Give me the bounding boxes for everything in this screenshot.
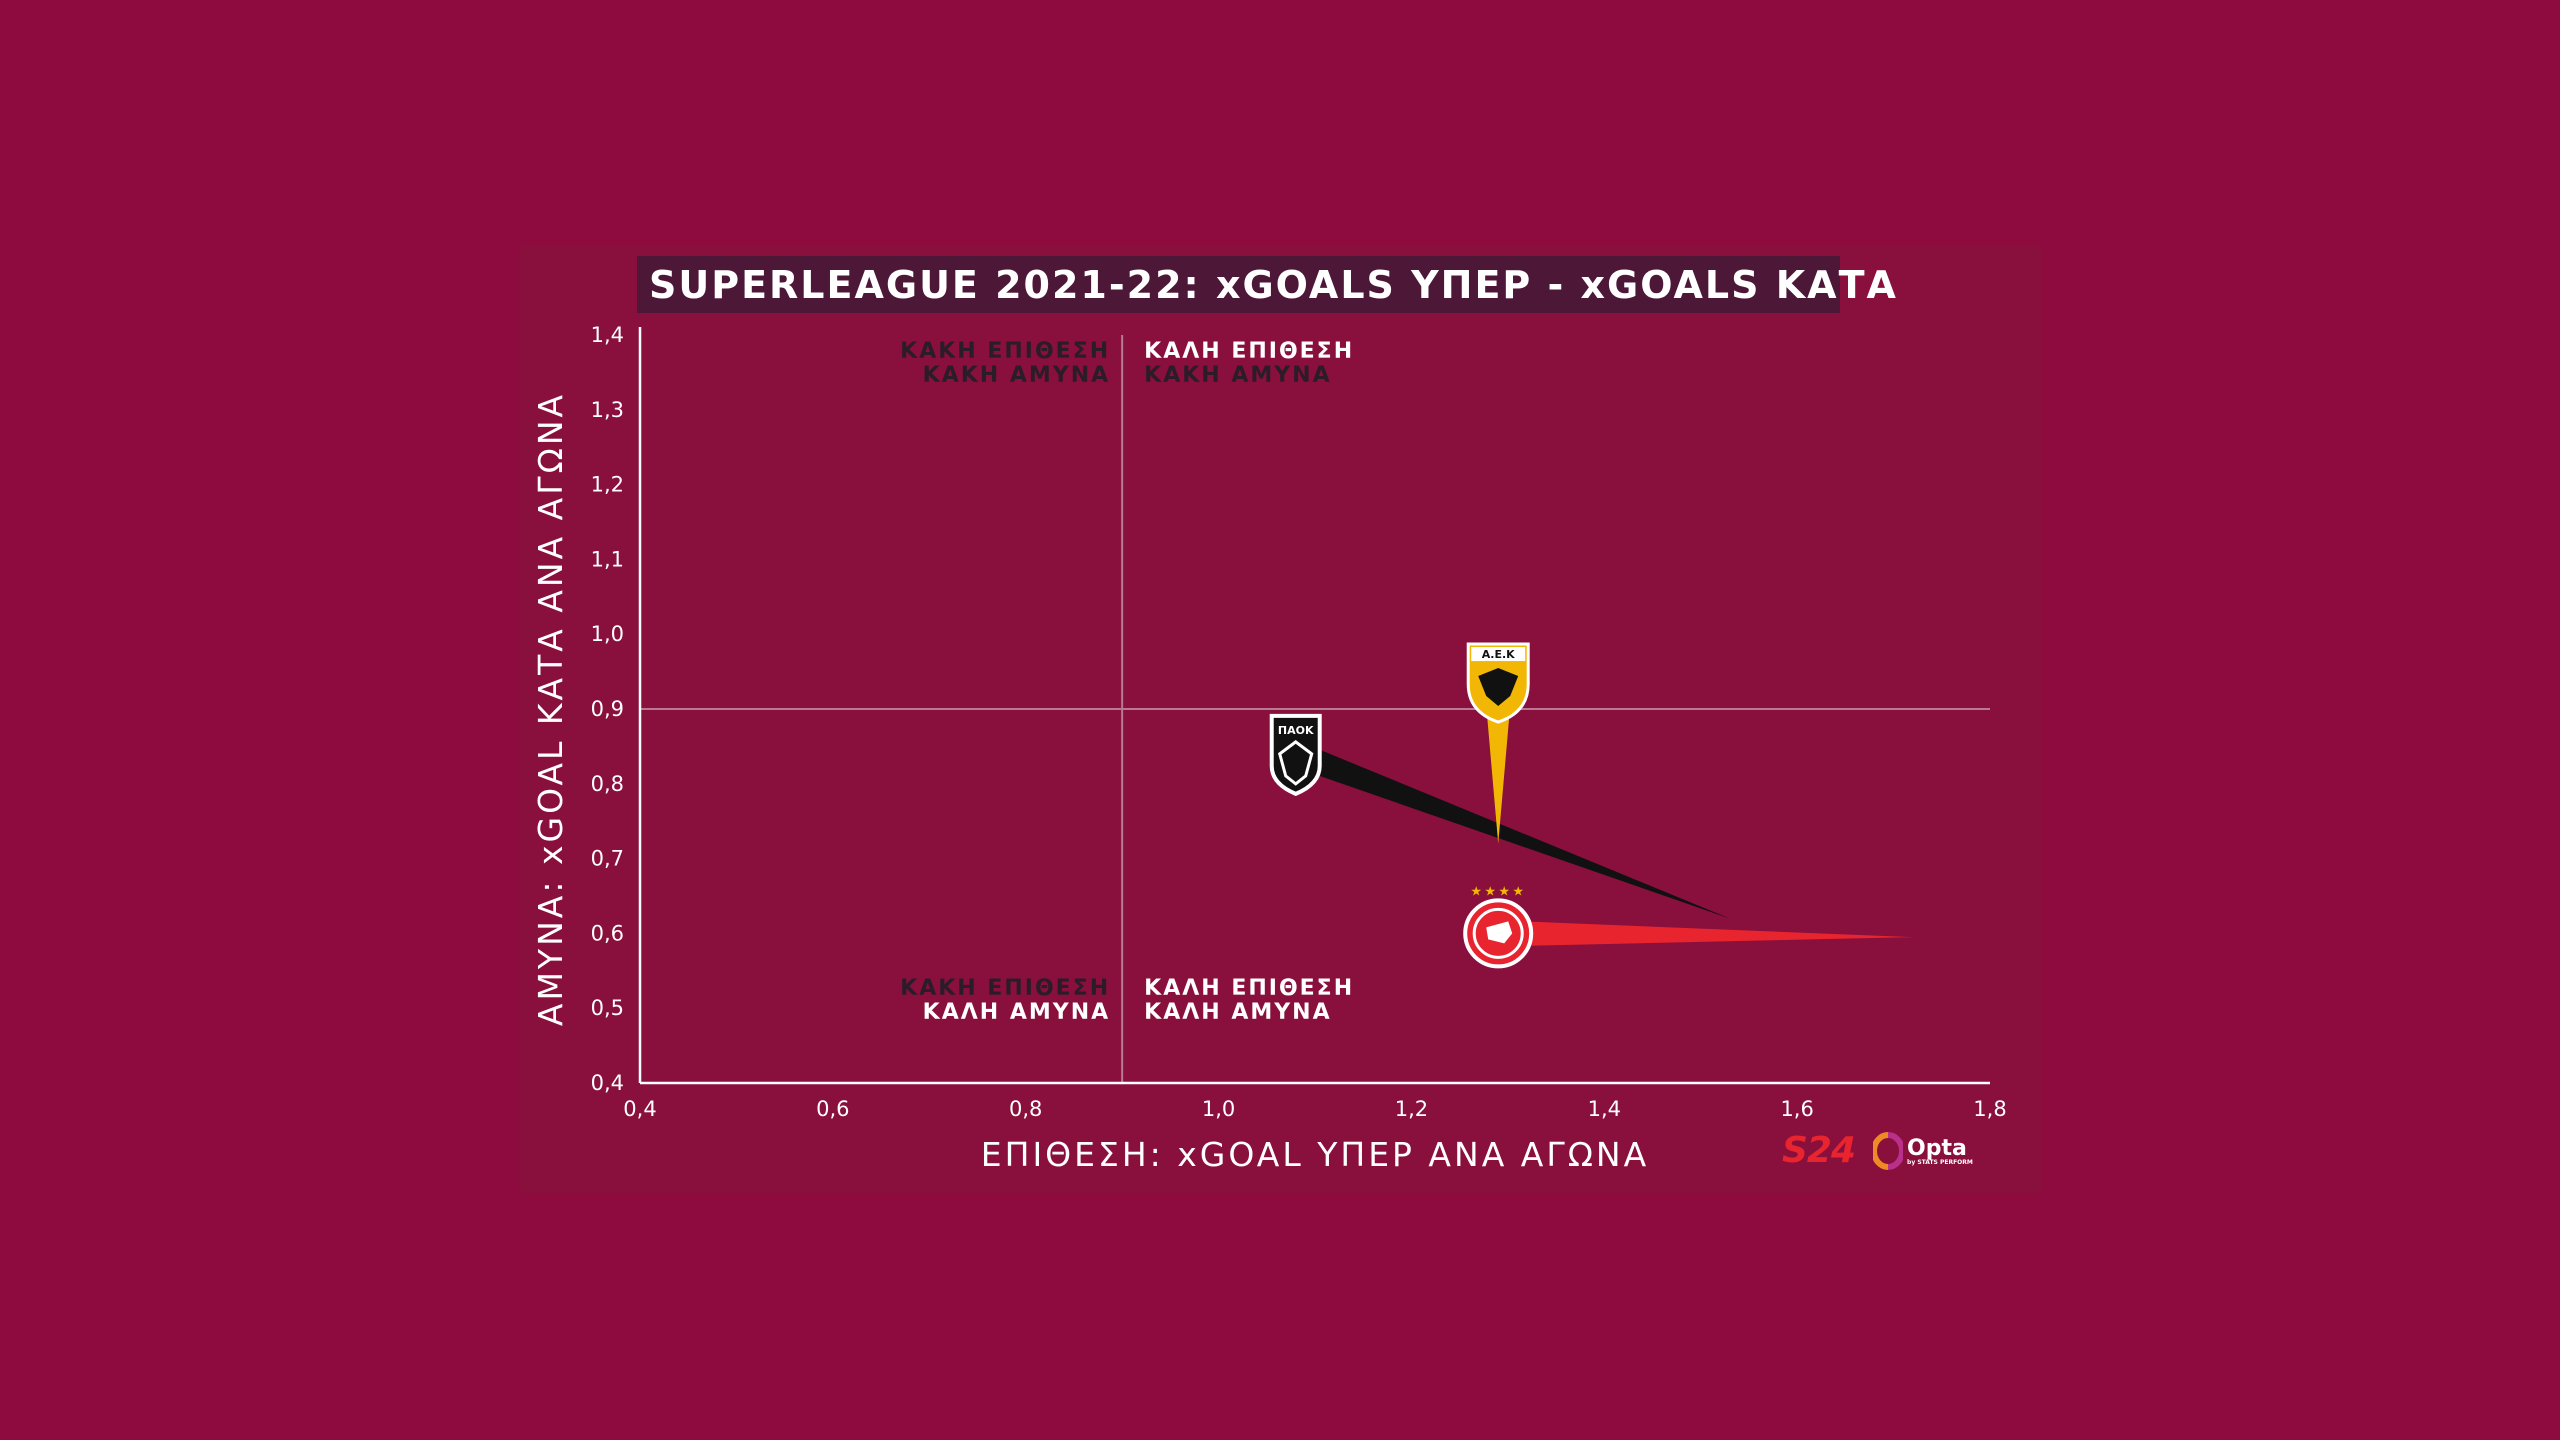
paok-eagle-mark — [1277, 740, 1314, 786]
y-tick-label: 1,1 — [591, 547, 624, 571]
y-tick-label: 1,3 — [591, 398, 624, 422]
quadrant-label-bottom-right: ΚΑΛΗ ΕΠΙΘΕΣΗ — [1144, 976, 1354, 1001]
aek-point: Α.Ε.Κ — [1466, 642, 1530, 724]
y-tick-label: 1,2 — [591, 473, 624, 497]
y-tick-label: 0,9 — [591, 697, 624, 721]
opta-wordmark: Opta — [1907, 1135, 1967, 1161]
y-tick-label: 0,5 — [591, 996, 624, 1020]
quadrant-label-bottom-left: ΚΑΚΗ ΕΠΙΘΕΣΗ — [900, 976, 1110, 1001]
x-tick-label: 0,4 — [623, 1097, 656, 1121]
s24-logo: S24 — [1782, 1130, 1856, 1171]
star-icon: ★ — [1498, 884, 1510, 899]
aek-badge-text: Α.Ε.Κ — [1482, 648, 1515, 661]
y-tick-label: 0,7 — [591, 847, 624, 871]
tail-olympiacos — [1498, 920, 1913, 947]
quadrant-label-bottom-left: ΚΑΛΗ ΑΜΥΝΑ — [923, 1000, 1110, 1025]
olympiacos-point: ★ ★ ★ ★ — [1463, 884, 1534, 969]
x-tick-label: 0,6 — [816, 1097, 849, 1121]
brand-logos: S24 Opta by STATS PERFORM — [1782, 1130, 1973, 1171]
x-tick-label: 1,4 — [1588, 1097, 1621, 1121]
y-tick-label: 1,4 — [591, 323, 624, 347]
star-icon: ★ — [1512, 884, 1524, 899]
paok-badge-text: ΠΑΟΚ — [1278, 724, 1314, 737]
x-tick-label: 0,8 — [1009, 1097, 1042, 1121]
paok-point: ΠΑΟΚ — [1269, 713, 1322, 797]
olympiacos-head-mark — [1486, 921, 1513, 944]
opta-ring-icon — [1873, 1131, 1904, 1170]
x-tick-label: 1,0 — [1202, 1097, 1235, 1121]
quadrant-label-bottom-right: ΚΑΛΗ ΑΜΥΝΑ — [1144, 1000, 1331, 1025]
aek-eagle-mark — [1478, 668, 1519, 707]
star-icon: ★ — [1484, 884, 1496, 899]
star-icon: ★ — [1470, 884, 1482, 899]
quadrant-label-top-right: ΚΑΚΗ ΑΜΥΝΑ — [1144, 363, 1331, 388]
chart-title: SUPERLEAGUE 2021-22: xGOALS ΥΠΕΡ - xGOAL… — [649, 262, 1898, 307]
quadrant-label-top-left: ΚΑΚΗ ΑΜΥΝΑ — [923, 363, 1110, 388]
x-tick-label: 1,8 — [1973, 1097, 2006, 1121]
opta-logo: Opta by STATS PERFORM — [1873, 1131, 1973, 1171]
y-tick-label: 0,8 — [591, 772, 624, 796]
quadrant-label-top-left: ΚΑΚΗ ΕΠΙΘΕΣΗ — [900, 339, 1110, 364]
x-tick-label: 1,2 — [1395, 1097, 1428, 1121]
tail-paok — [1291, 741, 1730, 919]
axes: 0,4 0,6 0,8 1,0 1,2 1,4 1,6 1,8 0,4 0,5 0,6 0,7 0,8 0… — [531, 323, 2007, 1174]
opta-subtitle: by STATS PERFORM — [1907, 1158, 1973, 1166]
x-axis-title: ΕΠΙΘΕΣΗ: xGOAL ΥΠΕΡ ΑΝΑ ΑΓΩΝΑ — [981, 1135, 1649, 1174]
aek-band — [1471, 647, 1526, 662]
y-tick-label: 0,6 — [591, 921, 624, 945]
tail-aek — [1485, 694, 1512, 844]
title-bar: SUPERLEAGUE 2021-22: xGOALS ΥΠΕΡ - xGOAL… — [637, 256, 1896, 313]
quadrant-label-top-right: ΚΑΛΗ ΕΠΙΘΕΣΗ — [1144, 339, 1354, 364]
olympiacos-inner-ring — [1472, 907, 1524, 959]
y-tick-label: 1,0 — [591, 622, 624, 646]
trend-tails — [1291, 694, 1913, 947]
x-tick-label: 1,6 — [1780, 1097, 1813, 1121]
y-tick-label: 0,4 — [591, 1071, 624, 1095]
paok-eagle-badge-icon — [1269, 713, 1322, 797]
y-axis-title: ΑΜΥΝΑ: xGOAL ΚΑΤΑ ΑΝΑ ΑΓΩΝΑ — [531, 392, 570, 1026]
